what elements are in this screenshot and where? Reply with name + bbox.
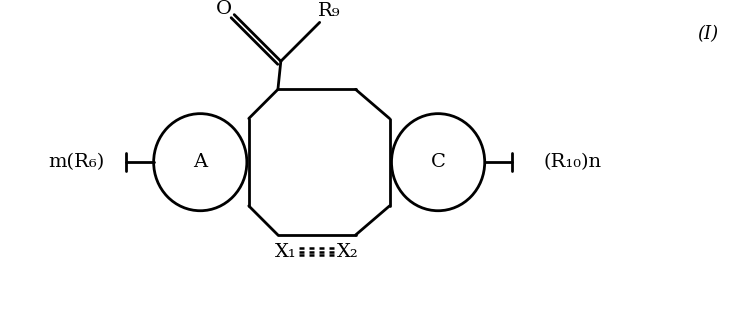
Text: C: C	[430, 153, 445, 171]
Text: O: O	[215, 0, 232, 18]
Text: (R₁₀)n: (R₁₀)n	[543, 153, 602, 171]
Text: R₉: R₉	[318, 2, 340, 20]
Text: X₁: X₁	[274, 244, 296, 262]
Text: A: A	[194, 153, 207, 171]
Text: (I): (I)	[698, 25, 718, 43]
Text: X₂: X₂	[337, 244, 358, 262]
Text: m(R₆): m(R₆)	[48, 153, 104, 171]
